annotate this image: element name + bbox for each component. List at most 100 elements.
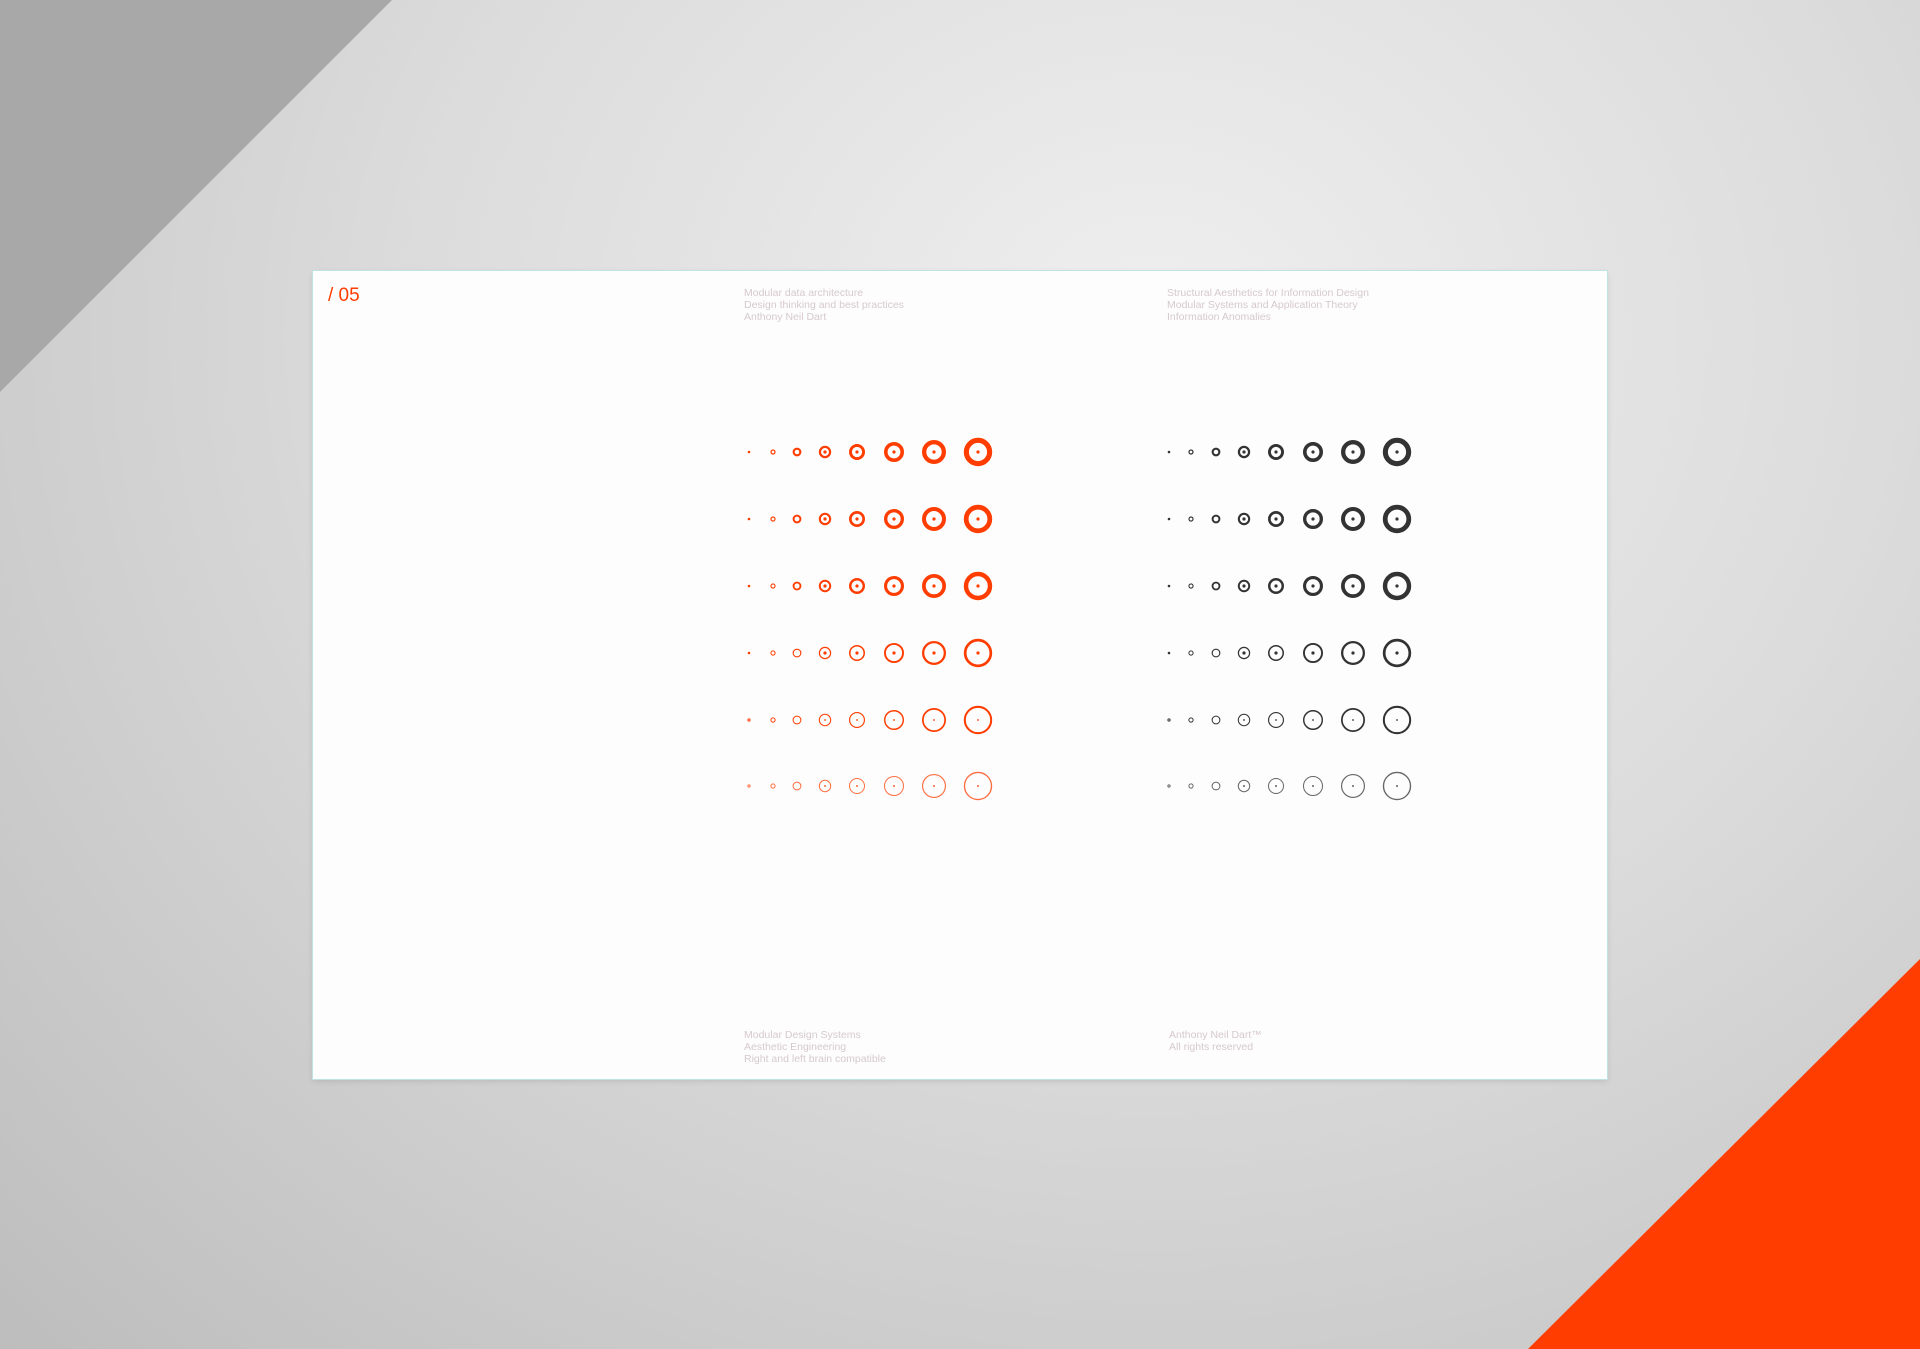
center-dot: [1312, 785, 1314, 787]
ring-mark: [1302, 710, 1323, 731]
ring-mark: [963, 771, 993, 801]
center-dot: [976, 584, 980, 588]
ring-mark: [818, 779, 832, 793]
center-dot: [976, 450, 980, 454]
ring-mark: [849, 645, 866, 662]
ring-mark: [770, 717, 776, 723]
ring-mark: [1188, 516, 1194, 522]
center-dot: [855, 651, 859, 655]
center-dot: [1311, 584, 1315, 588]
ring-mark: [747, 450, 751, 454]
ring-mark: [818, 445, 832, 459]
ring-mark: [1302, 575, 1323, 596]
ring-mark: [1188, 583, 1194, 589]
center-dot: [1395, 450, 1399, 454]
footer-right: Anthony Neil Dart™ All rights reserved: [1169, 1029, 1262, 1053]
center-dot: [977, 785, 979, 787]
ring-mark: [818, 646, 832, 660]
ring-mark: [963, 504, 993, 534]
header-left-line: Modular data architecture: [744, 287, 864, 299]
center-dot: [823, 584, 827, 588]
ring-mark: [1341, 440, 1366, 465]
center-dot: [932, 651, 936, 655]
ring-mark: [1167, 584, 1171, 588]
ring-mark: [1167, 651, 1171, 655]
ring-mark: [1211, 715, 1221, 725]
center-dot: [893, 719, 895, 721]
ring-mark: [883, 710, 904, 731]
ring-mark: [1167, 718, 1171, 722]
center-dot: [892, 651, 896, 655]
ring-mark: [1341, 708, 1366, 733]
ring-mark: [792, 648, 802, 658]
center-dot: [1352, 719, 1354, 721]
ring-mark: [1303, 642, 1324, 663]
ring-mark: [1237, 646, 1251, 660]
page-card: / 05 Modular data architecture Design th…: [312, 270, 1608, 1080]
center-dot: [823, 517, 827, 521]
center-dot: [1242, 651, 1246, 655]
ring-mark: [1237, 512, 1251, 526]
ring-mark: [1341, 773, 1366, 798]
center-dot: [824, 785, 826, 787]
center-dot: [933, 719, 935, 721]
ring-mark: [1382, 771, 1412, 801]
ring-mark: [818, 579, 832, 593]
page-number: / 05: [328, 285, 360, 306]
center-dot: [824, 719, 826, 721]
ring-mark: [747, 784, 751, 788]
header-left-line: Design thinking and best practices: [744, 299, 904, 311]
ring-mark: [921, 773, 946, 798]
ring-mark: [1382, 437, 1412, 467]
ring-mark: [770, 516, 776, 522]
ring-mark: [1211, 781, 1221, 791]
center-dot: [932, 517, 936, 521]
header-left-line: Anthony Neil Dart: [744, 311, 827, 323]
ring-mark: [1211, 648, 1221, 658]
ring-mark: [921, 440, 946, 465]
center-dot: [893, 785, 895, 787]
ring-mark: [848, 510, 865, 527]
ring-mark: [1267, 711, 1284, 728]
ring-mark: [747, 651, 751, 655]
ring-mark: [770, 650, 776, 656]
ring-mark: [1303, 776, 1323, 796]
footer-left: Modular Design Systems Aesthetic Enginee…: [744, 1029, 886, 1065]
ring-mark: [883, 508, 904, 529]
center-dot: [932, 450, 936, 454]
ring-mark: [848, 711, 865, 728]
ring-mark: [849, 444, 866, 461]
ring-mark: [922, 574, 947, 599]
center-dot: [1243, 785, 1245, 787]
ring-mark: [1302, 442, 1323, 463]
ring-mark: [770, 783, 776, 789]
center-dot: [1396, 785, 1398, 787]
ring-mark: [1267, 577, 1284, 594]
footer-left-line: Right and left brain compatible: [744, 1053, 886, 1065]
center-dot: [1395, 584, 1399, 588]
center-dot: [977, 719, 979, 721]
ring-mark: [963, 638, 993, 668]
ring-mark: [883, 575, 904, 596]
ring-mark: [1340, 574, 1365, 599]
ring-mark: [1340, 507, 1365, 532]
center-dot: [823, 651, 827, 655]
center-dot: [933, 785, 935, 787]
center-dot: [1311, 450, 1315, 454]
ring-mark: [1188, 783, 1194, 789]
ring-mark: [963, 437, 993, 467]
center-dot: [1242, 450, 1246, 454]
center-dot: [1274, 450, 1278, 454]
ring-mark: [792, 715, 802, 725]
header-right-line: Modular Systems and Application Theory: [1167, 299, 1358, 311]
center-dot: [1395, 517, 1399, 521]
ring-mark: [1340, 641, 1365, 666]
ring-mark: [884, 776, 904, 796]
ring-mark: [792, 781, 802, 791]
center-dot: [1275, 719, 1277, 721]
center-dot: [892, 450, 896, 454]
center-dot: [855, 517, 859, 521]
ring-mark: [1167, 517, 1171, 521]
ring-mark: [770, 449, 776, 455]
